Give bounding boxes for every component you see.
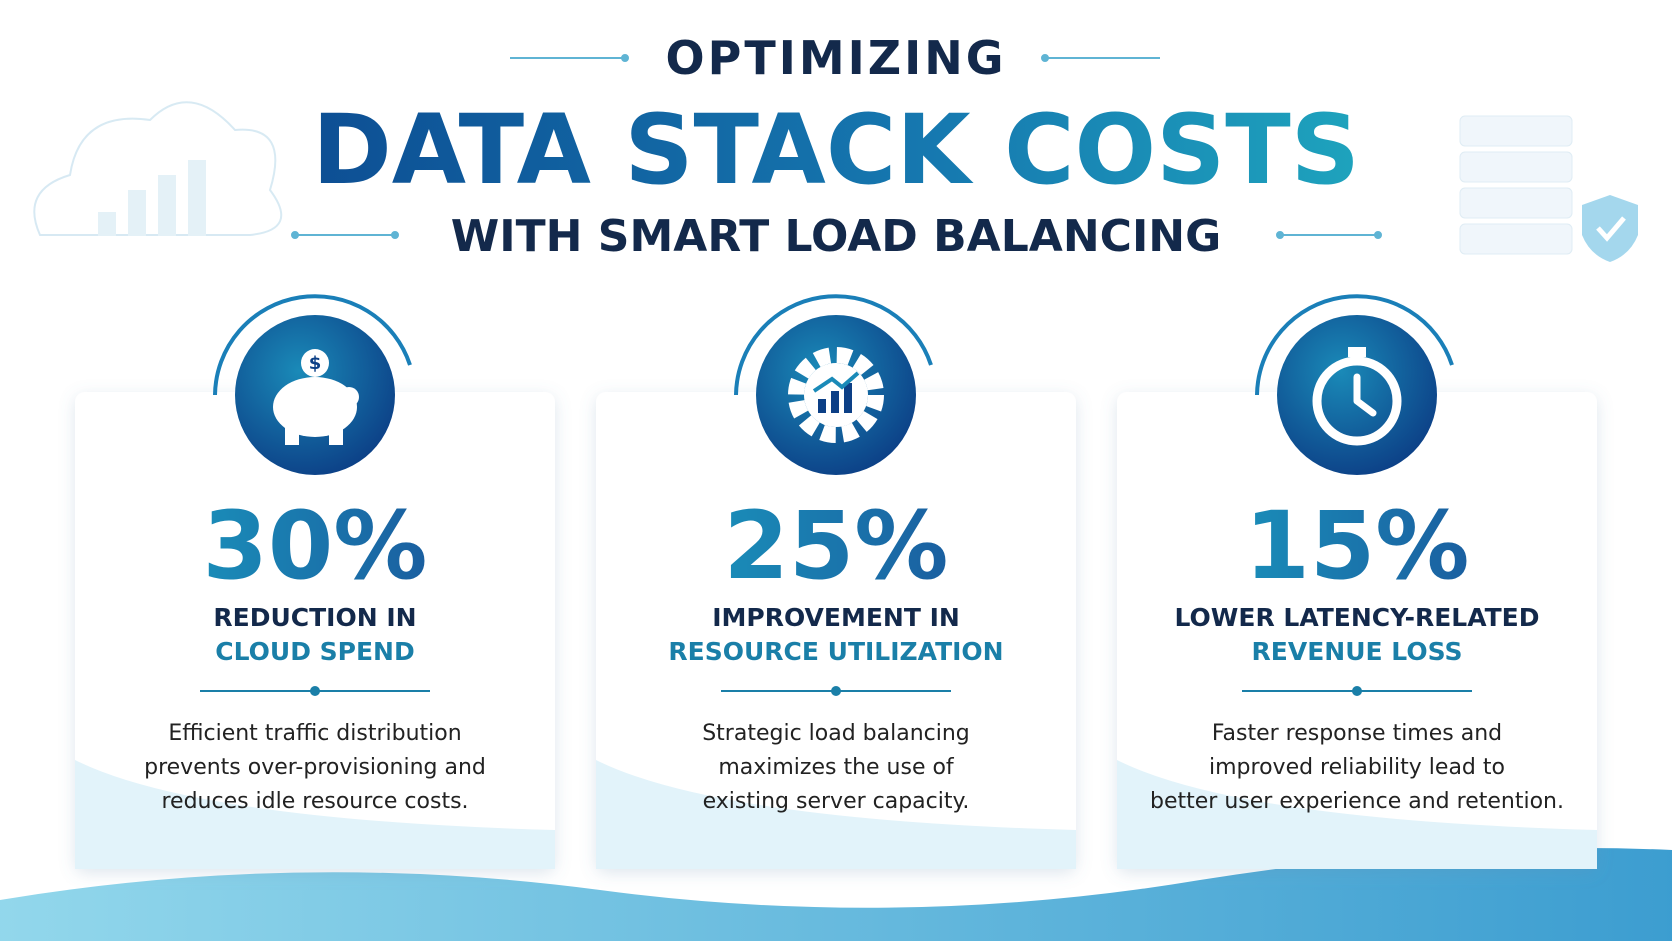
icon-ring (1255, 294, 1454, 396)
description-line: better user experience and retention. (1150, 789, 1564, 814)
label-line-2: REVENUE LOSS (1252, 637, 1463, 666)
card-wave (75, 760, 555, 869)
card-bg (75, 392, 555, 869)
icon-ring (734, 294, 933, 396)
card-bg (596, 392, 1076, 869)
decor (33, 101, 1638, 262)
description-line: maximizes the use of (718, 755, 955, 780)
description-line: Strategic load balancing (702, 721, 970, 746)
svg-text:$: $ (309, 353, 322, 374)
description-line: improved reliability lead to (1209, 755, 1505, 780)
label-line-2: RESOURCE UTILIZATION (668, 637, 1003, 666)
icon (788, 347, 884, 443)
stat: 30% (203, 492, 428, 601)
card: 15%LOWER LATENCY-RELATED REVENUE LOSS Fast… (1117, 294, 1597, 869)
icon: $ (273, 349, 359, 445)
description-line: reduces idle resource costs. (161, 789, 468, 814)
subtitle: WITH SMART LOAD BALANCING (451, 211, 1222, 262)
header-lines (291, 54, 1382, 239)
label-line-2: CLOUD SPEND (215, 637, 414, 666)
card: $30%REDUCTION IN CLOUD SPEND Efficient tra… (75, 294, 555, 869)
divider-dot (1352, 686, 1362, 696)
divider-dot (310, 686, 320, 696)
label-line-1: IMPROVEMENT IN (712, 603, 960, 632)
card: 25%IMPROVEMENT IN RESOURCE UTILIZATION Str… (596, 294, 1076, 869)
stat: 15% (1245, 492, 1470, 601)
label-line-1: LOWER LATENCY-RELATED (1175, 603, 1540, 632)
kicker: OPTIMIZING (666, 31, 1007, 85)
card-wave (596, 760, 1076, 869)
icon (1312, 347, 1402, 446)
title: DATA STACK COSTS (312, 94, 1360, 206)
description-line: Efficient traffic distribution (168, 721, 461, 746)
wave (0, 848, 1672, 941)
cards: $30%REDUCTION IN CLOUD SPEND Efficient tra… (75, 294, 1597, 869)
divider-dot (831, 686, 841, 696)
card-wave (1117, 760, 1597, 869)
card-bg (1117, 392, 1597, 869)
description-line: existing server capacity. (703, 789, 970, 814)
icon-ring (213, 294, 412, 396)
description-line: prevents over-provisioning and (144, 755, 486, 780)
stat: 25% (724, 492, 949, 601)
description-line: Faster response times and (1212, 721, 1502, 746)
label-line-1: REDUCTION IN (213, 603, 416, 632)
